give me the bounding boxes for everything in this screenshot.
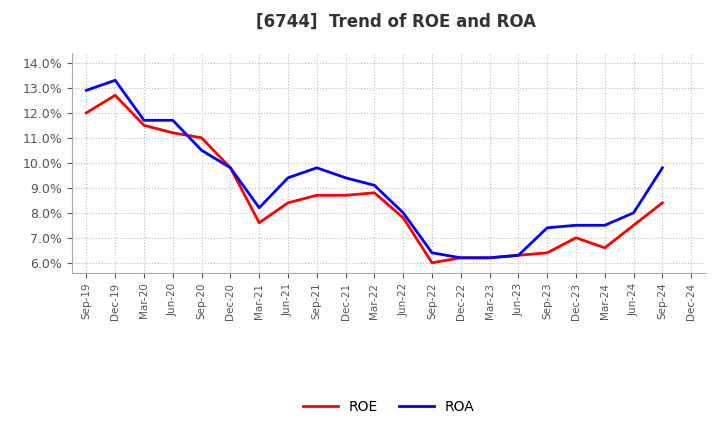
ROA (485, 255, 494, 260)
ROE (312, 193, 321, 198)
ROA (82, 88, 91, 93)
ROA (543, 225, 552, 231)
ROA (514, 253, 523, 258)
ROA (428, 250, 436, 256)
ROE (255, 220, 264, 225)
ROE (82, 110, 91, 115)
ROA (140, 117, 148, 123)
ROE (456, 255, 465, 260)
ROE (514, 253, 523, 258)
ROE (140, 123, 148, 128)
ROE (428, 260, 436, 265)
ROA (168, 117, 177, 123)
ROA (600, 223, 609, 228)
ROE (197, 135, 206, 140)
ROE (485, 255, 494, 260)
ROE (168, 130, 177, 136)
Legend: ROE, ROA: ROE, ROA (297, 394, 480, 419)
ROE (629, 223, 638, 228)
ROE (600, 245, 609, 250)
ROE (111, 93, 120, 98)
ROA (399, 210, 408, 216)
ROA (111, 77, 120, 83)
ROE (399, 215, 408, 220)
ROA (312, 165, 321, 170)
Text: [6744]  Trend of ROE and ROA: [6744] Trend of ROE and ROA (256, 13, 536, 31)
ROA (456, 255, 465, 260)
Line: ROE: ROE (86, 95, 662, 263)
ROA (341, 175, 350, 180)
ROE (572, 235, 580, 240)
ROE (658, 200, 667, 205)
ROA (658, 165, 667, 170)
ROE (370, 190, 379, 195)
ROA (226, 165, 235, 170)
ROA (629, 210, 638, 216)
ROE (284, 200, 292, 205)
ROA (370, 183, 379, 188)
Line: ROA: ROA (86, 80, 662, 258)
ROE (226, 165, 235, 170)
ROA (255, 205, 264, 210)
ROE (341, 193, 350, 198)
ROA (197, 148, 206, 153)
ROA (572, 223, 580, 228)
ROE (543, 250, 552, 256)
ROA (284, 175, 292, 180)
